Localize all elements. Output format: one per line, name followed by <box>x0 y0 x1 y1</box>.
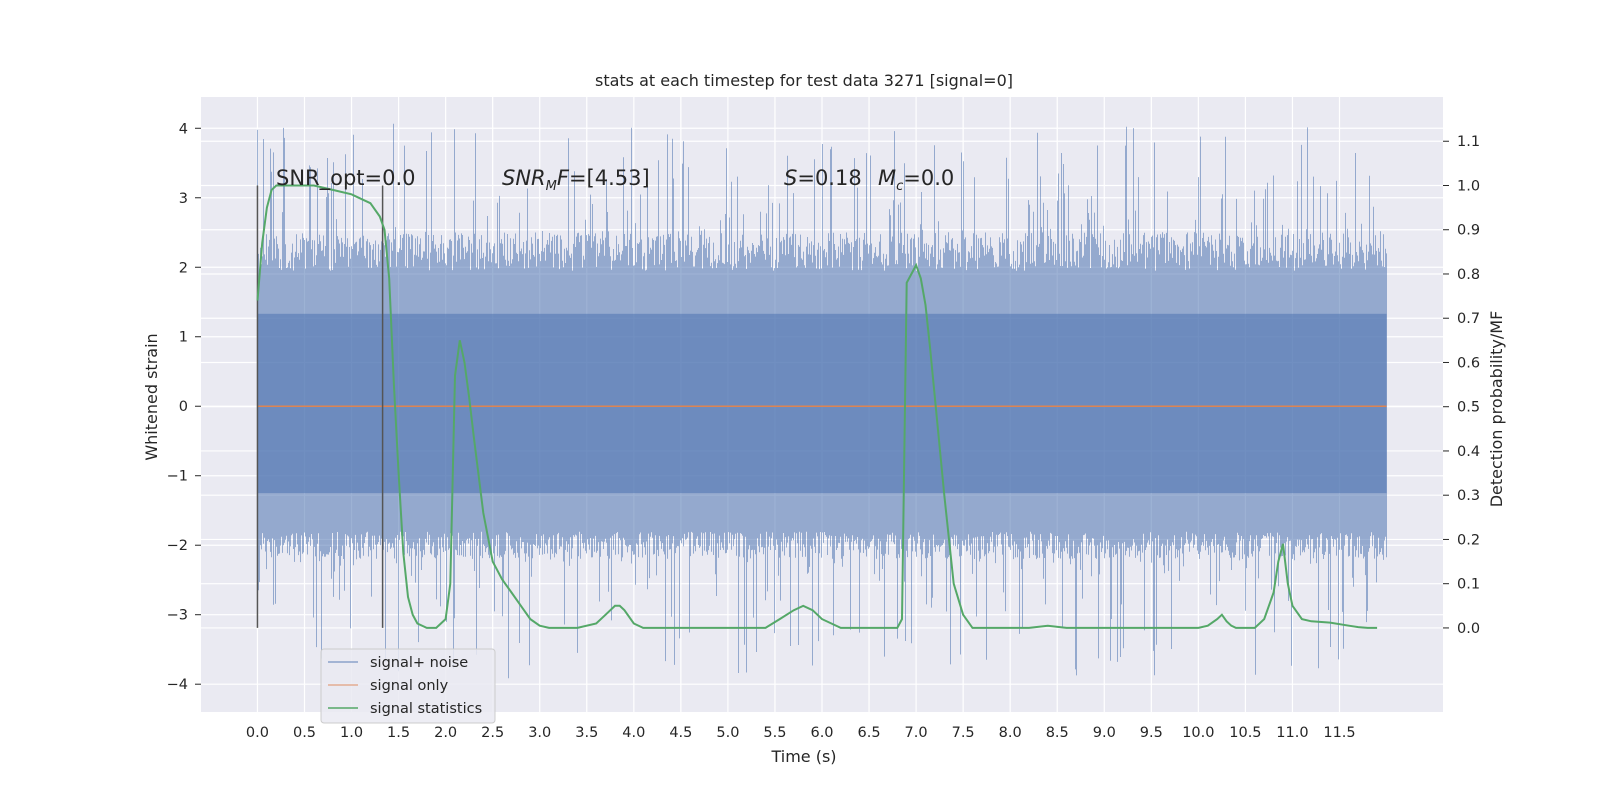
y-tick-label-right: 0.3 <box>1457 488 1480 504</box>
x-tick-label: 1.0 <box>340 725 363 741</box>
snr-mf-symbol: SNR <box>502 166 546 190</box>
y-tick-label-right: 0.8 <box>1457 267 1480 283</box>
y-tick-label-right: 1.0 <box>1457 178 1480 194</box>
x-tick-label: 11.5 <box>1323 725 1355 741</box>
x-tick-label: 11.0 <box>1276 725 1308 741</box>
x-tick-label: 4.5 <box>669 725 692 741</box>
y-tick-label-right: 0.1 <box>1457 577 1480 593</box>
x-tick-label: 6.0 <box>810 725 833 741</box>
y-tick-label-right: 0.4 <box>1457 444 1480 460</box>
x-tick-label: 7.0 <box>905 725 928 741</box>
series-signal-noise <box>257 123 1387 679</box>
x-tick-label: 5.0 <box>716 725 739 741</box>
snr-mf-f: F <box>557 166 570 190</box>
s-symbol: S <box>784 166 797 190</box>
left-axis-label: Whitened strain <box>142 333 161 460</box>
y-tick-label-left: 1 <box>179 330 188 346</box>
x-tick-label: 10.0 <box>1182 725 1214 741</box>
x-tick-label: 8.5 <box>1046 725 1069 741</box>
y-tick-label-right: 0.7 <box>1457 311 1480 327</box>
left-axis-ticks: 4 3 2 1 0 −1 −2 −3 −4 <box>167 121 201 693</box>
snr-mf-subscript: M <box>546 179 557 194</box>
y-tick-label-left: 0 <box>179 399 188 415</box>
snr-mf-annotation: SNRMF=[4.53] <box>502 166 650 194</box>
x-tick-label: 2.0 <box>434 725 457 741</box>
x-tick-label: 3.0 <box>528 725 551 741</box>
x-tick-label: 9.0 <box>1093 725 1116 741</box>
legend-label-signal-noise: signal+ noise <box>370 655 468 671</box>
mc-subscript: c <box>896 179 903 194</box>
mc-annotation: Mc=0.0 <box>878 166 954 194</box>
s-annotation: S=0.18 <box>784 166 862 190</box>
x-tick-label: 4.0 <box>622 725 645 741</box>
right-axis-ticks: 1.1 1.0 0.9 0.8 0.7 0.6 0.5 0.4 0.3 0.2 0.1 0.0 <box>1443 134 1480 637</box>
y-tick-label-right: 0.0 <box>1457 621 1480 637</box>
y-tick-label-right: 0.5 <box>1457 400 1480 416</box>
x-axis-ticks: 0.0 0.5 1.0 1.5 2.0 2.5 3.0 3.5 4.0 4.5 5.0 5.5 6.0 6… <box>246 725 1356 741</box>
y-tick-label-left: 4 <box>179 121 188 137</box>
x-tick-label: 0.0 <box>246 725 269 741</box>
y-tick-label-right: 0.2 <box>1457 532 1480 548</box>
y-tick-label-left: −4 <box>167 677 188 693</box>
legend-label-signal-statistics: signal statistics <box>370 701 482 717</box>
x-tick-label: 8.0 <box>999 725 1022 741</box>
x-tick-label: 7.5 <box>952 725 975 741</box>
y-tick-label-left: −3 <box>167 608 188 624</box>
x-tick-label: 2.5 <box>481 725 504 741</box>
y-tick-label-left: −1 <box>167 469 188 485</box>
x-tick-label: 10.5 <box>1229 725 1261 741</box>
x-axis-label: Time (s) <box>770 747 836 766</box>
x-tick-label: 5.5 <box>763 725 786 741</box>
mc-symbol: M <box>878 166 896 190</box>
legend: signal+ noise signal only signal statist… <box>320 648 496 724</box>
y-tick-label-right: 0.6 <box>1457 355 1480 371</box>
x-tick-label: 3.5 <box>575 725 598 741</box>
legend-box <box>320 648 496 724</box>
mc-value: =0.0 <box>903 166 954 190</box>
series-signal-statistics <box>256 184 1378 629</box>
s-value: =0.18 <box>797 166 861 190</box>
x-tick-label: 9.5 <box>1140 725 1163 741</box>
snr-opt-annotation: SNR_opt=0.0 <box>276 166 416 191</box>
snr-mf-value: =[4.53] <box>569 166 650 190</box>
y-tick-label-left: 3 <box>179 191 188 207</box>
x-tick-label: 1.5 <box>387 725 410 741</box>
y-tick-label-left: −2 <box>167 538 188 554</box>
y-tick-label-right: 1.1 <box>1457 134 1480 150</box>
y-tick-label-right: 0.9 <box>1457 223 1480 239</box>
x-tick-label: 6.5 <box>858 725 881 741</box>
y-tick-label-left: 2 <box>179 260 188 276</box>
right-axis-label: Detection probability/MF <box>1487 311 1506 508</box>
x-tick-label: 0.5 <box>293 725 316 741</box>
window-markers <box>256 185 384 628</box>
legend-label-signal-only: signal only <box>370 678 449 694</box>
chart-title: stats at each timestep for test data 327… <box>595 71 1013 90</box>
noise-core <box>257 313 1387 494</box>
